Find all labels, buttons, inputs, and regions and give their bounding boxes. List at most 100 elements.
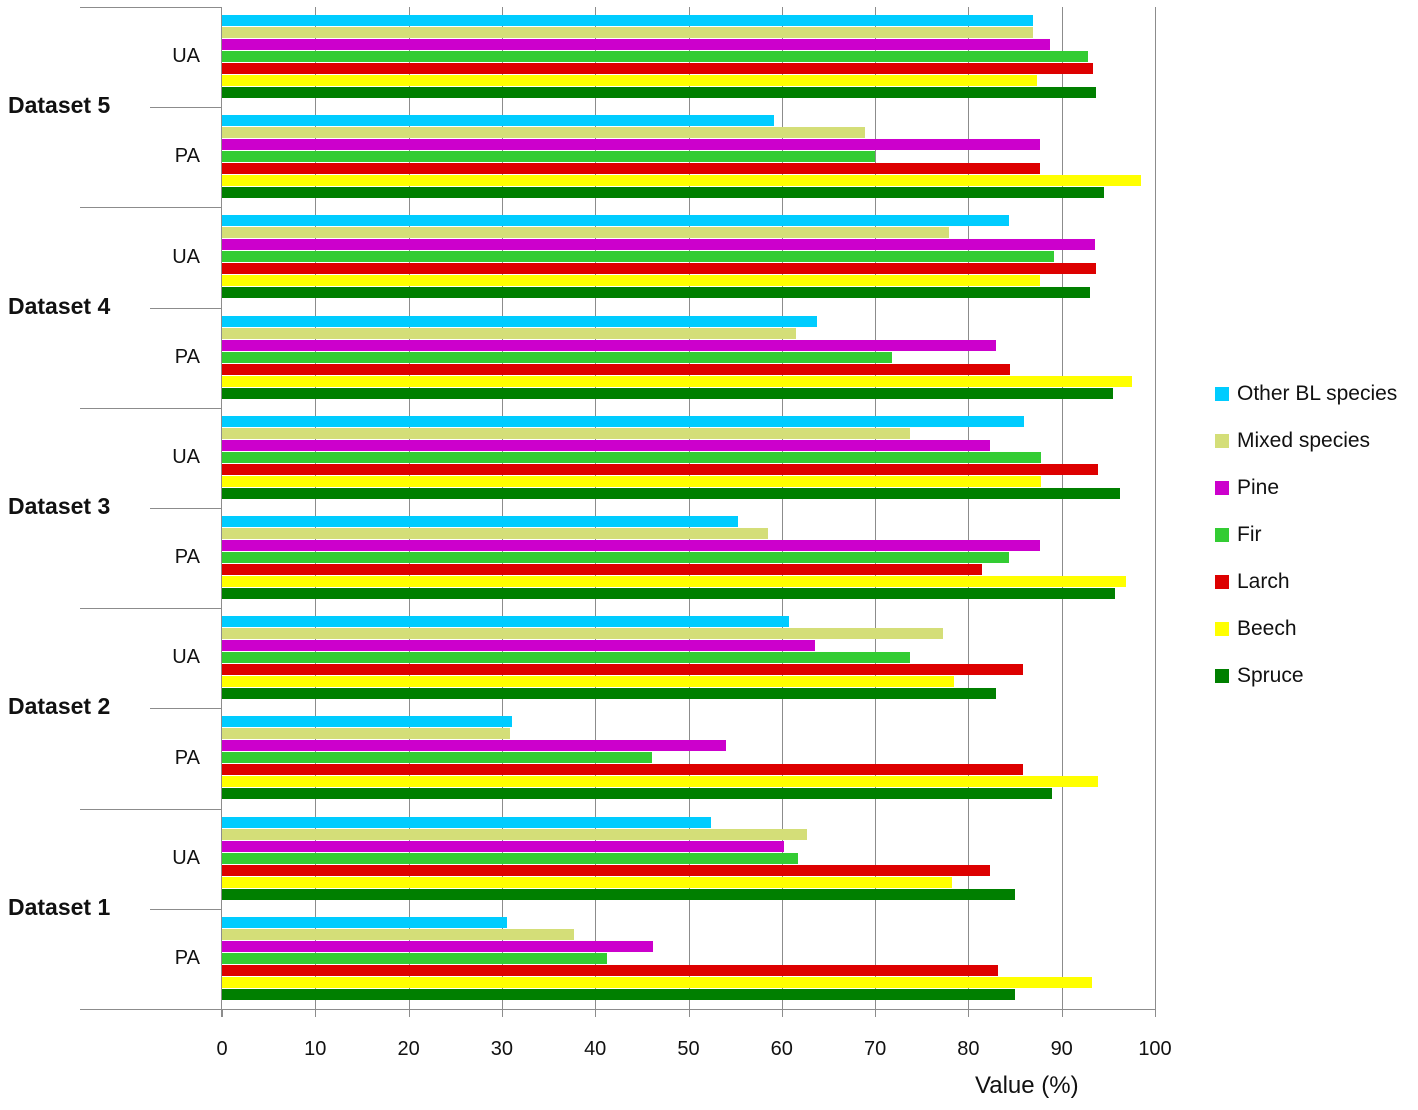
bar-spruce: [222, 788, 1053, 800]
legend-item: Pine: [1215, 474, 1279, 502]
legend-swatch-icon: [1215, 481, 1229, 495]
bar-pine: [222, 439, 990, 451]
x-tick-label: 100: [1138, 1038, 1172, 1060]
x-tick: [968, 1009, 970, 1017]
bar-larch: [222, 964, 999, 976]
subgroup-separator: [150, 107, 222, 109]
bar-fir: [222, 752, 653, 764]
bar-spruce: [222, 888, 1016, 900]
legend-label: Pine: [1237, 476, 1280, 499]
bar-beech: [222, 75, 1038, 86]
bar-larch: [222, 63, 1094, 74]
x-tick: [1155, 1009, 1156, 1017]
x-tick-label: 20: [397, 1038, 420, 1060]
legend-item: Beech: [1215, 615, 1297, 643]
bar-larch: [222, 463, 1099, 475]
legend-swatch-icon: [1215, 622, 1229, 636]
group-separator: [80, 407, 222, 409]
legend-label: Other BL species: [1237, 382, 1398, 405]
group-label: Dataset 3: [8, 493, 111, 519]
bar-fir: [222, 51, 1088, 62]
x-tick-label: 60: [770, 1038, 793, 1060]
bar-spruce: [222, 688, 997, 700]
bar-spruce: [222, 487, 1120, 499]
x-tick: [501, 1009, 503, 1017]
y-axis-line: [221, 7, 222, 1017]
gridline: [688, 7, 690, 1009]
metric-label: PA: [174, 746, 200, 769]
group-label: Dataset 2: [8, 693, 111, 720]
bar-other-bl-species: [222, 916, 508, 928]
bar-pine: [222, 239, 1096, 251]
gridline: [781, 7, 783, 1009]
x-tick-label: 0: [216, 1038, 228, 1060]
bar-mixed-species: [222, 327, 796, 339]
bar-other-bl-species: [222, 315, 818, 327]
x-tick: [408, 1009, 410, 1017]
bar-mixed-species: [222, 27, 1033, 38]
bar-spruce: [222, 988, 1016, 1000]
bar-mixed-species: [222, 528, 768, 539]
bar-spruce: [222, 588, 1115, 599]
bar-larch: [222, 163, 1041, 175]
x-tick-label: 50: [677, 1038, 700, 1060]
group-separator: [80, 808, 222, 810]
x-tick-label: 70: [863, 1038, 887, 1060]
x-tick: [315, 1009, 317, 1017]
metric-label: UA: [172, 846, 200, 869]
x-tick: [1061, 1009, 1063, 1017]
bar-larch: [222, 363, 1011, 375]
bar-larch: [222, 263, 1097, 275]
x-axis-line: [80, 1009, 1155, 1010]
bar-spruce: [222, 387, 1113, 399]
bar-fir: [222, 952, 608, 964]
legend-item: Other BL species: [1215, 380, 1397, 408]
bar-fir: [222, 852, 798, 864]
x-tick: [595, 1009, 597, 1017]
bar-beech: [222, 375, 1132, 387]
bar-mixed-species: [222, 628, 944, 640]
legend-item: Larch: [1215, 568, 1290, 596]
bar-larch: [222, 864, 990, 876]
bar-pine: [222, 540, 1041, 551]
bar-beech: [222, 275, 1041, 287]
metric-label: PA: [174, 946, 200, 969]
gridline: [968, 7, 970, 1009]
subgroup-separator: [150, 508, 222, 509]
x-tick: [688, 1009, 690, 1017]
x-tick-label: 90: [1050, 1038, 1073, 1060]
x-tick-label: 40: [584, 1038, 607, 1060]
bar-fir: [222, 151, 876, 163]
bar-other-bl-species: [222, 115, 775, 127]
gridline: [408, 7, 410, 1009]
bar-fir: [222, 451, 1042, 463]
metric-label: UA: [172, 646, 200, 669]
gridline: [595, 7, 597, 1009]
bar-larch: [222, 664, 1024, 676]
bar-pine: [222, 940, 654, 952]
bar-beech: [222, 475, 1042, 487]
bar-pine: [222, 840, 784, 852]
legend-swatch-icon: [1215, 669, 1229, 683]
group-separator: [80, 1009, 222, 1010]
legend-label: Mixed species: [1237, 429, 1371, 452]
gridline: [1061, 7, 1063, 1009]
bar-other-bl-species: [222, 516, 738, 527]
x-axis-title: Value (%): [975, 1072, 1079, 1099]
metric-label: UA: [172, 445, 200, 468]
legend-item: Mixed species: [1215, 427, 1370, 455]
bar-beech: [222, 976, 1092, 988]
gridline: [315, 7, 317, 1009]
group-label: Dataset 4: [8, 292, 111, 319]
gridline: [875, 7, 877, 1009]
bar-pine: [222, 740, 726, 752]
legend-swatch-icon: [1215, 528, 1229, 542]
bar-spruce: [222, 187, 1104, 199]
x-tick-label: 10: [304, 1038, 327, 1060]
bar-other-bl-species: [222, 215, 1010, 227]
legend-label: Fir: [1237, 523, 1262, 546]
gridline: [1155, 7, 1156, 1009]
x-tick: [875, 1009, 877, 1017]
legend-item: Spruce: [1215, 662, 1304, 690]
